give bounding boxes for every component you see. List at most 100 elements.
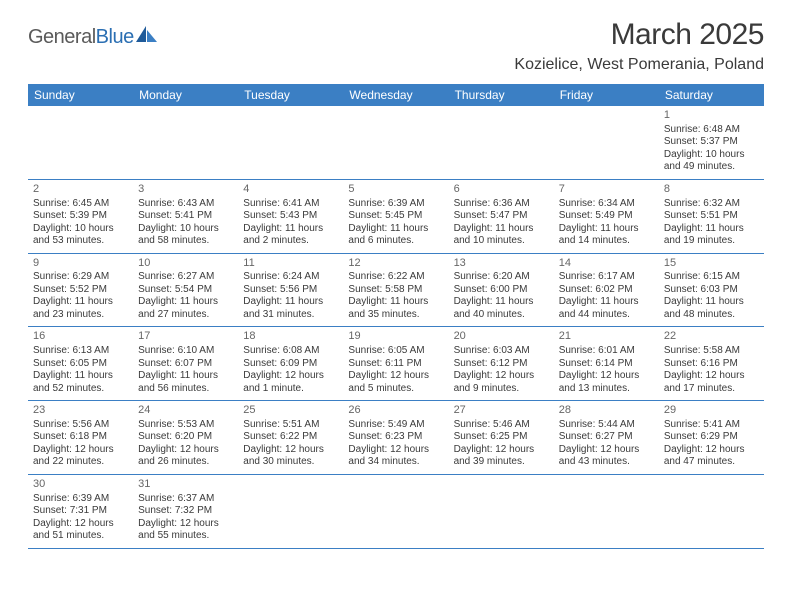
daylight-text: Daylight: 11 hours and 35 minutes. [348, 296, 443, 321]
day-number: 8 [664, 183, 759, 197]
sunrise-text: Sunrise: 6:20 AM [454, 271, 549, 284]
daylight-text: Daylight: 11 hours and 31 minutes. [243, 296, 338, 321]
day-number: 24 [138, 404, 233, 418]
sunset-text: Sunset: 6:11 PM [348, 358, 443, 371]
day-number: 29 [664, 404, 759, 418]
sunrise-text: Sunrise: 5:41 AM [664, 419, 759, 432]
day-cell: 20Sunrise: 6:03 AMSunset: 6:12 PMDayligh… [449, 327, 554, 400]
sunset-text: Sunset: 6:20 PM [138, 431, 233, 444]
day-cell: 8Sunrise: 6:32 AMSunset: 5:51 PMDaylight… [659, 180, 764, 253]
day-cell: 27Sunrise: 5:46 AMSunset: 6:25 PMDayligh… [449, 401, 554, 474]
sunrise-text: Sunrise: 6:39 AM [33, 493, 128, 506]
empty-cell [554, 106, 659, 179]
empty-cell [554, 475, 659, 548]
sunset-text: Sunset: 5:43 PM [243, 210, 338, 223]
day-cell: 19Sunrise: 6:05 AMSunset: 6:11 PMDayligh… [343, 327, 448, 400]
sunset-text: Sunset: 5:37 PM [664, 136, 759, 149]
sunset-text: Sunset: 6:07 PM [138, 358, 233, 371]
weekday-label: Wednesday [343, 84, 448, 106]
day-cell: 11Sunrise: 6:24 AMSunset: 5:56 PMDayligh… [238, 254, 343, 327]
daylight-text: Daylight: 12 hours and 39 minutes. [454, 444, 549, 469]
daylight-text: Daylight: 11 hours and 14 minutes. [559, 223, 654, 248]
day-cell: 1Sunrise: 6:48 AMSunset: 5:37 PMDaylight… [659, 106, 764, 179]
day-number: 21 [559, 330, 654, 344]
daylight-text: Daylight: 11 hours and 52 minutes. [33, 370, 128, 395]
sunset-text: Sunset: 6:09 PM [243, 358, 338, 371]
daylight-text: Daylight: 12 hours and 13 minutes. [559, 370, 654, 395]
daylight-text: Daylight: 10 hours and 58 minutes. [138, 223, 233, 248]
daylight-text: Daylight: 11 hours and 19 minutes. [664, 223, 759, 248]
day-cell: 31Sunrise: 6:37 AMSunset: 7:32 PMDayligh… [133, 475, 238, 548]
sunrise-text: Sunrise: 5:51 AM [243, 419, 338, 432]
week-row: 16Sunrise: 6:13 AMSunset: 6:05 PMDayligh… [28, 327, 764, 401]
day-cell: 30Sunrise: 6:39 AMSunset: 7:31 PMDayligh… [28, 475, 133, 548]
daylight-text: Daylight: 10 hours and 53 minutes. [33, 223, 128, 248]
empty-cell [28, 106, 133, 179]
sunset-text: Sunset: 6:16 PM [664, 358, 759, 371]
sunrise-text: Sunrise: 6:29 AM [33, 271, 128, 284]
sunrise-text: Sunrise: 6:45 AM [33, 198, 128, 211]
sunset-text: Sunset: 6:22 PM [243, 431, 338, 444]
sunrise-text: Sunrise: 5:58 AM [664, 345, 759, 358]
sunset-text: Sunset: 6:29 PM [664, 431, 759, 444]
weekday-label: Friday [554, 84, 659, 106]
calendar-grid: Sunday Monday Tuesday Wednesday Thursday… [28, 84, 764, 549]
week-row: 30Sunrise: 6:39 AMSunset: 7:31 PMDayligh… [28, 475, 764, 549]
sunset-text: Sunset: 6:25 PM [454, 431, 549, 444]
daylight-text: Daylight: 12 hours and 22 minutes. [33, 444, 128, 469]
sail-icon [136, 26, 158, 44]
brand-name-b: Blue [96, 26, 134, 48]
sunrise-text: Sunrise: 6:34 AM [559, 198, 654, 211]
weekday-label: Tuesday [238, 84, 343, 106]
day-number: 5 [348, 183, 443, 197]
sunset-text: Sunset: 6:23 PM [348, 431, 443, 444]
day-number: 14 [559, 257, 654, 271]
day-cell: 4Sunrise: 6:41 AMSunset: 5:43 PMDaylight… [238, 180, 343, 253]
sunset-text: Sunset: 7:32 PM [138, 505, 233, 518]
empty-cell [343, 475, 448, 548]
day-number: 17 [138, 330, 233, 344]
sunrise-text: Sunrise: 5:56 AM [33, 419, 128, 432]
empty-cell [449, 106, 554, 179]
day-number: 20 [454, 330, 549, 344]
daylight-text: Daylight: 12 hours and 17 minutes. [664, 370, 759, 395]
daylight-text: Daylight: 11 hours and 23 minutes. [33, 296, 128, 321]
day-number: 19 [348, 330, 443, 344]
daylight-text: Daylight: 12 hours and 34 minutes. [348, 444, 443, 469]
sunset-text: Sunset: 5:47 PM [454, 210, 549, 223]
day-number: 2 [33, 183, 128, 197]
weekday-label: Sunday [28, 84, 133, 106]
week-row: 23Sunrise: 5:56 AMSunset: 6:18 PMDayligh… [28, 401, 764, 475]
day-number: 31 [138, 478, 233, 492]
sunrise-text: Sunrise: 6:24 AM [243, 271, 338, 284]
daylight-text: Daylight: 11 hours and 2 minutes. [243, 223, 338, 248]
sunrise-text: Sunrise: 6:01 AM [559, 345, 654, 358]
sunset-text: Sunset: 5:39 PM [33, 210, 128, 223]
sunrise-text: Sunrise: 6:39 AM [348, 198, 443, 211]
sunrise-text: Sunrise: 6:13 AM [33, 345, 128, 358]
day-cell: 10Sunrise: 6:27 AMSunset: 5:54 PMDayligh… [133, 254, 238, 327]
day-number: 27 [454, 404, 549, 418]
daylight-text: Daylight: 11 hours and 6 minutes. [348, 223, 443, 248]
day-number: 15 [664, 257, 759, 271]
sunset-text: Sunset: 5:49 PM [559, 210, 654, 223]
daylight-text: Daylight: 12 hours and 9 minutes. [454, 370, 549, 395]
empty-cell [449, 475, 554, 548]
sunset-text: Sunset: 6:12 PM [454, 358, 549, 371]
day-number: 1 [664, 109, 759, 123]
day-cell: 9Sunrise: 6:29 AMSunset: 5:52 PMDaylight… [28, 254, 133, 327]
daylight-text: Daylight: 12 hours and 55 minutes. [138, 518, 233, 543]
header-row: GeneralBlue March 2025 Kozielice, West P… [28, 18, 764, 74]
daylight-text: Daylight: 11 hours and 10 minutes. [454, 223, 549, 248]
sunset-text: Sunset: 5:54 PM [138, 284, 233, 297]
sunset-text: Sunset: 6:27 PM [559, 431, 654, 444]
week-row: 1Sunrise: 6:48 AMSunset: 5:37 PMDaylight… [28, 106, 764, 180]
daylight-text: Daylight: 12 hours and 30 minutes. [243, 444, 338, 469]
sunrise-text: Sunrise: 6:41 AM [243, 198, 338, 211]
day-number: 22 [664, 330, 759, 344]
sunrise-text: Sunrise: 6:05 AM [348, 345, 443, 358]
sunset-text: Sunset: 6:00 PM [454, 284, 549, 297]
day-cell: 24Sunrise: 5:53 AMSunset: 6:20 PMDayligh… [133, 401, 238, 474]
day-number: 12 [348, 257, 443, 271]
daylight-text: Daylight: 11 hours and 44 minutes. [559, 296, 654, 321]
